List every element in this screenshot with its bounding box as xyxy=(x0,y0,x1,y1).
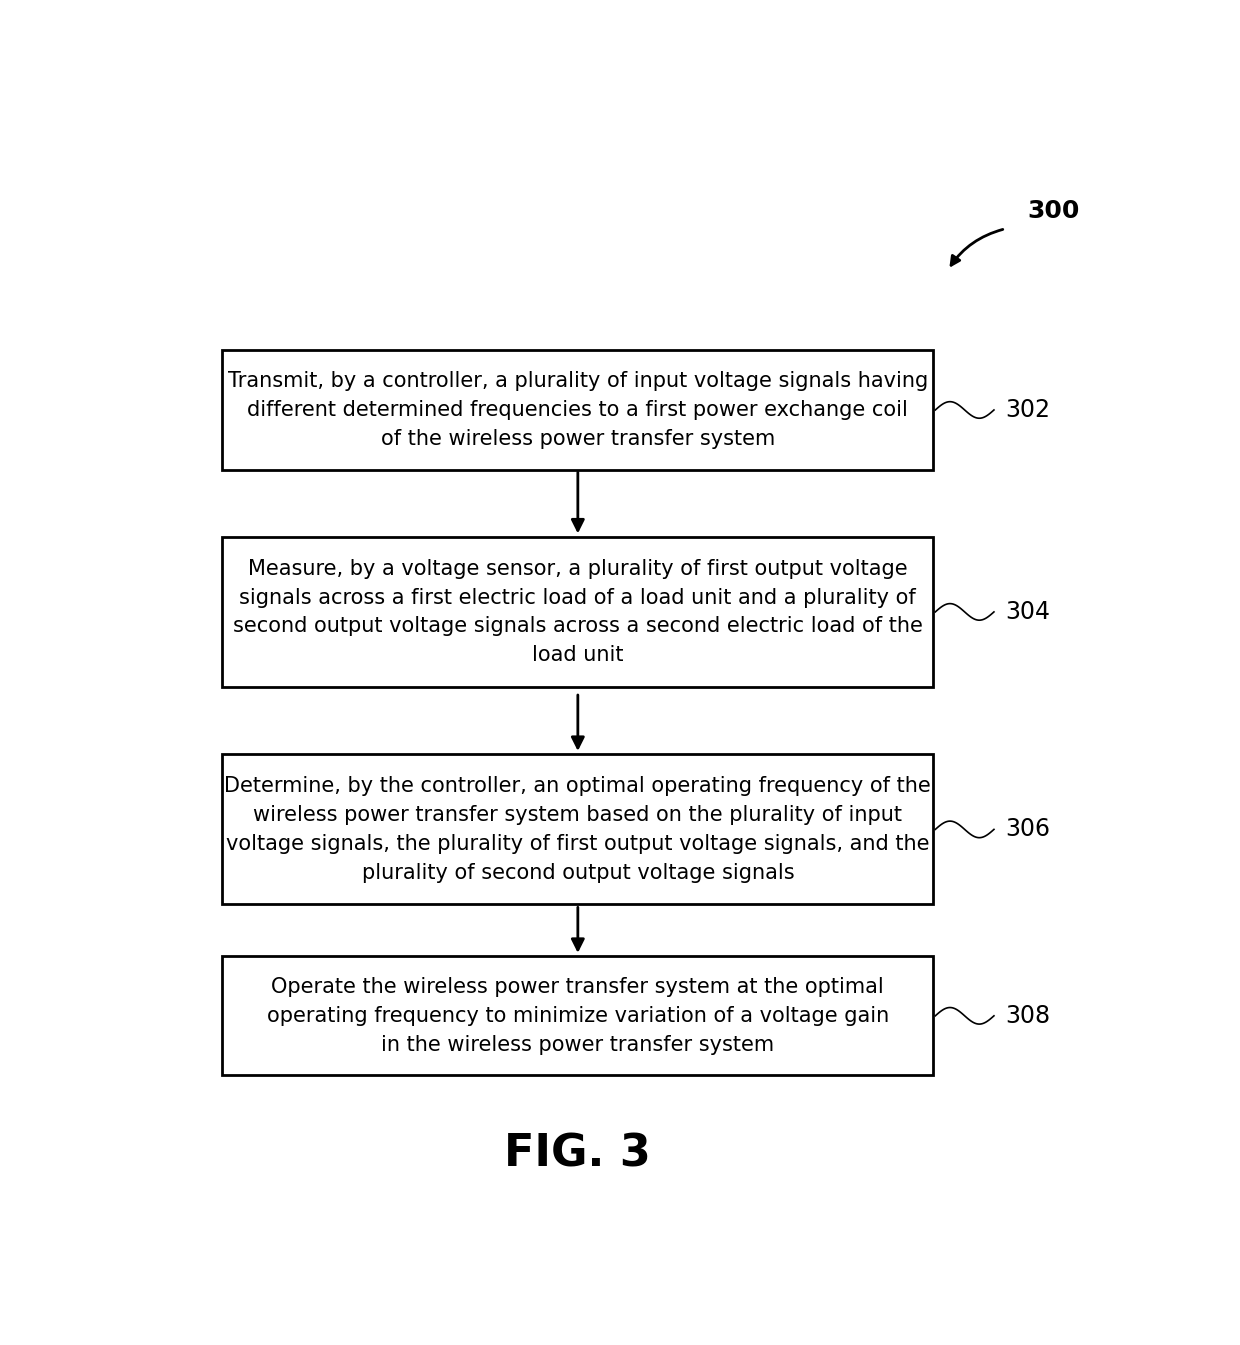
Text: Measure, by a voltage sensor, a plurality of first output voltage
signals across: Measure, by a voltage sensor, a pluralit… xyxy=(233,558,923,666)
Bar xyxy=(222,956,934,1076)
Bar xyxy=(222,351,934,469)
Text: 304: 304 xyxy=(1006,600,1050,624)
Bar xyxy=(222,537,934,687)
Text: 300: 300 xyxy=(1028,199,1080,223)
Text: 308: 308 xyxy=(1006,1003,1050,1028)
Bar xyxy=(222,755,934,904)
Text: 302: 302 xyxy=(1006,398,1050,422)
Text: Transmit, by a controller, a plurality of input voltage signals having
different: Transmit, by a controller, a plurality o… xyxy=(228,371,928,449)
Text: Operate the wireless power transfer system at the optimal
operating frequency to: Operate the wireless power transfer syst… xyxy=(267,976,889,1054)
Text: Determine, by the controller, an optimal operating frequency of the
wireless pow: Determine, by the controller, an optimal… xyxy=(224,776,931,882)
Text: 306: 306 xyxy=(1006,818,1050,842)
Text: FIG. 3: FIG. 3 xyxy=(505,1132,651,1176)
